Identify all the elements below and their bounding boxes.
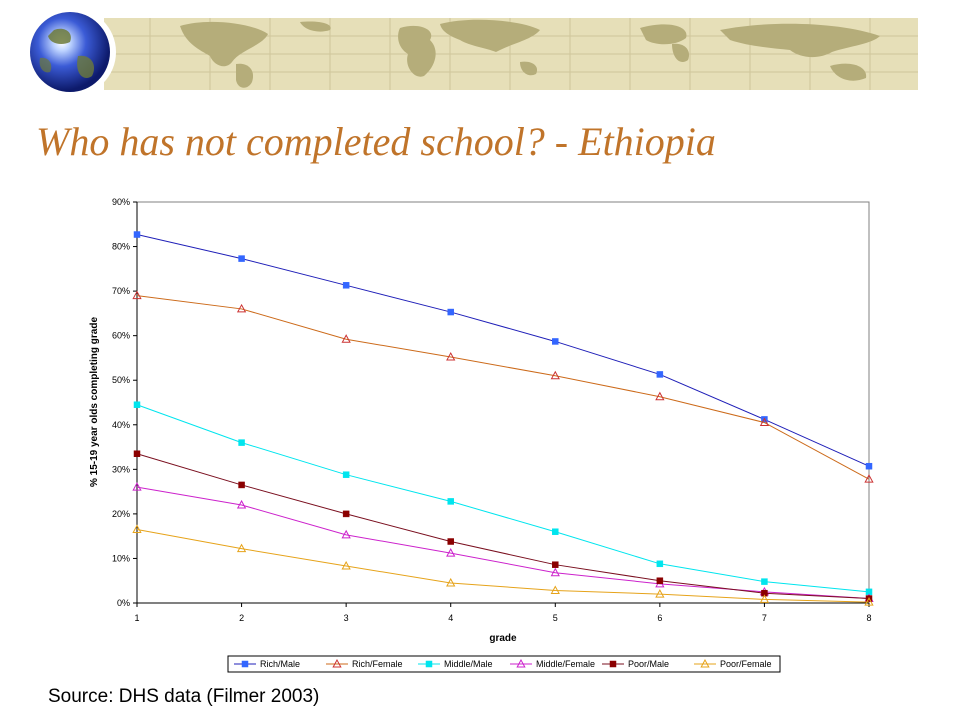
data-point-poor-male bbox=[238, 481, 245, 489]
legend-swatch-marker bbox=[516, 658, 526, 668]
globe-icon bbox=[28, 8, 116, 96]
legend-swatch-marker bbox=[241, 660, 249, 668]
legend-swatch-marker bbox=[609, 660, 617, 668]
y-tick-label: 10% bbox=[112, 553, 130, 563]
y-tick-label: 60% bbox=[112, 331, 130, 341]
data-point-poor-female bbox=[446, 577, 456, 587]
data-point-rich-male bbox=[656, 371, 664, 378]
data-point-rich-male bbox=[133, 231, 141, 238]
slide-title: Who has not completed school? - Ethiopia bbox=[36, 119, 716, 164]
data-point-poor-female bbox=[132, 524, 142, 533]
data-point-rich-male bbox=[552, 338, 559, 345]
header-banner bbox=[28, 8, 918, 96]
data-point-middle-female bbox=[132, 482, 142, 491]
y-tick-label: 30% bbox=[112, 464, 130, 474]
series-line-poor-male bbox=[136, 453, 870, 600]
series-line-rich-female bbox=[136, 295, 870, 480]
data-point-poor-male bbox=[133, 450, 141, 457]
y-tick-label: 50% bbox=[112, 375, 130, 385]
legend-label: Poor/Female bbox=[720, 659, 772, 669]
legend-item-poor-female: Poor/Female bbox=[694, 658, 772, 669]
series-line-middle-female bbox=[136, 486, 870, 600]
legend-label: Rich/Male bbox=[260, 659, 300, 669]
x-tick-label: 4 bbox=[448, 613, 453, 623]
data-point-middle-male bbox=[238, 439, 245, 446]
data-point-middle-male bbox=[133, 401, 141, 408]
legend: Rich/Male Rich/Female Middle/Male Middle/Fe… bbox=[227, 655, 781, 673]
series-line-middle-male bbox=[136, 404, 870, 593]
legend-swatch-marker bbox=[700, 658, 710, 668]
source-note: Source: DHS data (Filmer 2003) bbox=[48, 686, 320, 707]
data-point-rich-male bbox=[342, 282, 350, 289]
data-point-poor-male bbox=[552, 561, 559, 568]
data-point-middle-female bbox=[446, 548, 456, 557]
x-tick-label: 5 bbox=[553, 613, 558, 623]
data-point-poor-male bbox=[447, 538, 454, 545]
y-tick-label: 80% bbox=[112, 242, 130, 252]
data-point-middle-female bbox=[550, 567, 560, 577]
plot-area bbox=[136, 201, 870, 604]
legend-label: Middle/Male bbox=[444, 659, 493, 669]
y-axis-title: % 15-19 year olds completing grade bbox=[89, 317, 100, 487]
data-point-poor-female bbox=[864, 597, 874, 606]
data-point-rich-female bbox=[864, 474, 874, 483]
data-point-rich-female bbox=[132, 290, 142, 300]
data-point-poor-female bbox=[550, 585, 560, 595]
series-line-rich-male bbox=[136, 234, 870, 467]
data-point-middle-male bbox=[447, 498, 454, 505]
series-poor-female bbox=[132, 524, 874, 606]
data-point-rich-female bbox=[655, 391, 665, 401]
data-point-poor-male bbox=[342, 510, 350, 518]
series-rich-male bbox=[133, 231, 873, 470]
data-point-rich-female bbox=[550, 370, 560, 380]
y-tick-label: 0% bbox=[117, 598, 130, 608]
x-tick-label: 1 bbox=[134, 613, 139, 623]
data-point-rich-female bbox=[446, 352, 456, 361]
legend-label: Middle/Female bbox=[536, 659, 595, 669]
x-tick-label: 2 bbox=[239, 613, 244, 623]
series-rich-female bbox=[132, 290, 874, 483]
y-tick-label: 90% bbox=[112, 197, 130, 207]
x-tick-label: 8 bbox=[866, 613, 871, 623]
world-map-banner bbox=[102, 18, 918, 90]
data-point-poor-male bbox=[656, 577, 664, 584]
data-point-poor-female bbox=[759, 594, 770, 603]
x-tick-label: 6 bbox=[657, 613, 662, 623]
legend-label: Poor/Male bbox=[628, 659, 669, 669]
legend-item-middle-male: Middle/Male bbox=[418, 659, 493, 669]
data-point-rich-female bbox=[236, 303, 247, 313]
data-point-rich-female bbox=[341, 334, 351, 343]
data-point-poor-female bbox=[341, 560, 351, 570]
data-point-rich-male bbox=[447, 308, 454, 316]
legend-box bbox=[227, 655, 781, 673]
data-point-middle-male bbox=[761, 578, 768, 585]
data-point-rich-male bbox=[238, 255, 245, 262]
x-axis-title: grade bbox=[489, 633, 517, 644]
data-point-rich-female bbox=[759, 417, 770, 427]
legend-item-rich-female: Rich/Female bbox=[326, 658, 403, 669]
data-point-middle-female bbox=[341, 529, 351, 539]
data-point-poor-female bbox=[236, 543, 247, 553]
legend-label: Rich/Female bbox=[352, 659, 403, 669]
data-point-rich-male bbox=[865, 462, 873, 470]
legend-swatch-marker bbox=[425, 660, 433, 668]
data-point-middle-male bbox=[656, 560, 664, 568]
data-point-middle-male bbox=[552, 528, 559, 535]
legend-swatch-marker bbox=[332, 658, 342, 668]
legend-item-poor-male: Poor/Male bbox=[602, 659, 669, 669]
series-middle-male bbox=[133, 401, 873, 596]
x-tick-label: 7 bbox=[762, 613, 767, 623]
data-point-middle-male bbox=[342, 471, 350, 478]
data-point-middle-female bbox=[236, 499, 247, 509]
series-line-poor-female bbox=[136, 528, 870, 603]
y-tick-label: 20% bbox=[112, 509, 130, 519]
legend-item-middle-female: Middle/Female bbox=[510, 658, 595, 669]
data-point-poor-female bbox=[655, 589, 665, 598]
y-tick-label: 70% bbox=[112, 286, 130, 296]
legend-item-rich-male: Rich/Male bbox=[234, 659, 300, 669]
y-tick-label: 40% bbox=[112, 420, 130, 430]
x-tick-label: 3 bbox=[344, 613, 349, 623]
